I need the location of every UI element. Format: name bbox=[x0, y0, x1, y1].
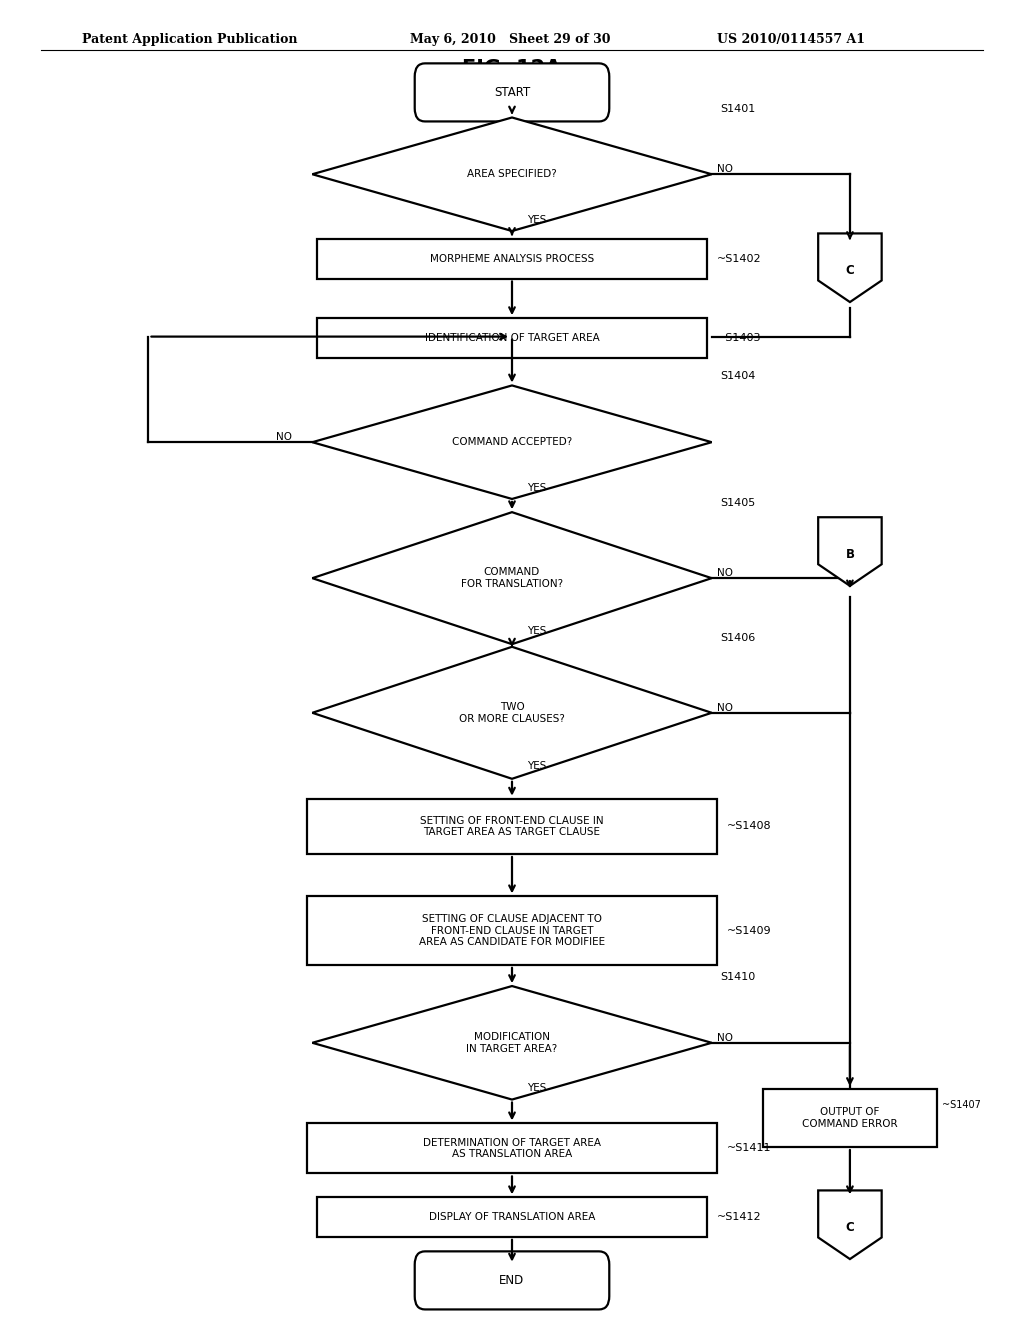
Polygon shape bbox=[312, 647, 712, 779]
Text: YES: YES bbox=[527, 1082, 547, 1093]
Text: COMMAND
FOR TRANSLATION?: COMMAND FOR TRANSLATION? bbox=[461, 568, 563, 589]
Text: US 2010/0114557 A1: US 2010/0114557 A1 bbox=[717, 33, 865, 46]
Text: OUTPUT OF
COMMAND ERROR: OUTPUT OF COMMAND ERROR bbox=[802, 1107, 898, 1129]
Text: S1401: S1401 bbox=[720, 103, 755, 114]
Polygon shape bbox=[312, 117, 712, 231]
Text: ~S1408: ~S1408 bbox=[727, 821, 772, 832]
FancyBboxPatch shape bbox=[415, 1251, 609, 1309]
Text: FIG. 12A: FIG. 12A bbox=[463, 59, 561, 79]
Text: SETTING OF FRONT-END CLAUSE IN
TARGET AREA AS TARGET CLAUSE: SETTING OF FRONT-END CLAUSE IN TARGET AR… bbox=[420, 816, 604, 837]
Text: IDENTIFICATION OF TARGET AREA: IDENTIFICATION OF TARGET AREA bbox=[425, 333, 599, 343]
Bar bbox=[307, 896, 717, 965]
Text: ~S1409: ~S1409 bbox=[727, 925, 772, 936]
Text: YES: YES bbox=[527, 626, 547, 636]
Polygon shape bbox=[818, 517, 882, 586]
Bar bbox=[307, 799, 717, 854]
Text: ~S1407: ~S1407 bbox=[942, 1100, 981, 1110]
Text: SETTING OF CLAUSE ADJACENT TO
FRONT-END CLAUSE IN TARGET
AREA AS CANDIDATE FOR M: SETTING OF CLAUSE ADJACENT TO FRONT-END … bbox=[419, 913, 605, 948]
Text: NO: NO bbox=[717, 1032, 733, 1043]
Text: YES: YES bbox=[527, 215, 547, 226]
Text: S1410: S1410 bbox=[720, 972, 755, 982]
Text: Patent Application Publication: Patent Application Publication bbox=[82, 33, 297, 46]
Polygon shape bbox=[312, 512, 712, 644]
Text: MORPHEME ANALYSIS PROCESS: MORPHEME ANALYSIS PROCESS bbox=[430, 253, 594, 264]
Text: S1406: S1406 bbox=[720, 632, 755, 643]
Polygon shape bbox=[818, 234, 882, 302]
Bar bbox=[317, 239, 707, 279]
Text: NO: NO bbox=[717, 164, 733, 174]
Text: END: END bbox=[500, 1274, 524, 1287]
Text: MODIFICATION
IN TARGET AREA?: MODIFICATION IN TARGET AREA? bbox=[466, 1032, 558, 1053]
Text: C: C bbox=[846, 264, 854, 277]
Bar bbox=[317, 1197, 707, 1237]
Text: ~S1411: ~S1411 bbox=[727, 1143, 771, 1154]
Text: YES: YES bbox=[527, 760, 547, 771]
Text: COMMAND ACCEPTED?: COMMAND ACCEPTED? bbox=[452, 437, 572, 447]
Polygon shape bbox=[818, 1191, 882, 1259]
Text: S1405: S1405 bbox=[720, 498, 755, 508]
Text: DISPLAY OF TRANSLATION AREA: DISPLAY OF TRANSLATION AREA bbox=[429, 1212, 595, 1222]
Text: NO: NO bbox=[275, 432, 292, 442]
Text: NO: NO bbox=[717, 568, 733, 578]
Bar bbox=[307, 1123, 717, 1173]
FancyBboxPatch shape bbox=[415, 63, 609, 121]
Text: ~S1412: ~S1412 bbox=[717, 1212, 762, 1222]
Text: ~S1402: ~S1402 bbox=[717, 253, 762, 264]
Text: DETERMINATION OF TARGET AREA
AS TRANSLATION AREA: DETERMINATION OF TARGET AREA AS TRANSLAT… bbox=[423, 1138, 601, 1159]
Polygon shape bbox=[312, 385, 712, 499]
Text: TWO
OR MORE CLAUSES?: TWO OR MORE CLAUSES? bbox=[459, 702, 565, 723]
Bar bbox=[317, 318, 707, 358]
Text: C: C bbox=[846, 1221, 854, 1234]
Polygon shape bbox=[312, 986, 712, 1100]
Text: NO: NO bbox=[717, 702, 733, 713]
Text: B: B bbox=[846, 548, 854, 561]
Text: YES: YES bbox=[527, 483, 547, 494]
Text: May 6, 2010   Sheet 29 of 30: May 6, 2010 Sheet 29 of 30 bbox=[410, 33, 610, 46]
Text: START: START bbox=[494, 86, 530, 99]
Bar bbox=[763, 1089, 937, 1147]
Text: S1404: S1404 bbox=[720, 371, 756, 381]
Text: AREA SPECIFIED?: AREA SPECIFIED? bbox=[467, 169, 557, 180]
Text: ~S1403: ~S1403 bbox=[717, 333, 761, 343]
